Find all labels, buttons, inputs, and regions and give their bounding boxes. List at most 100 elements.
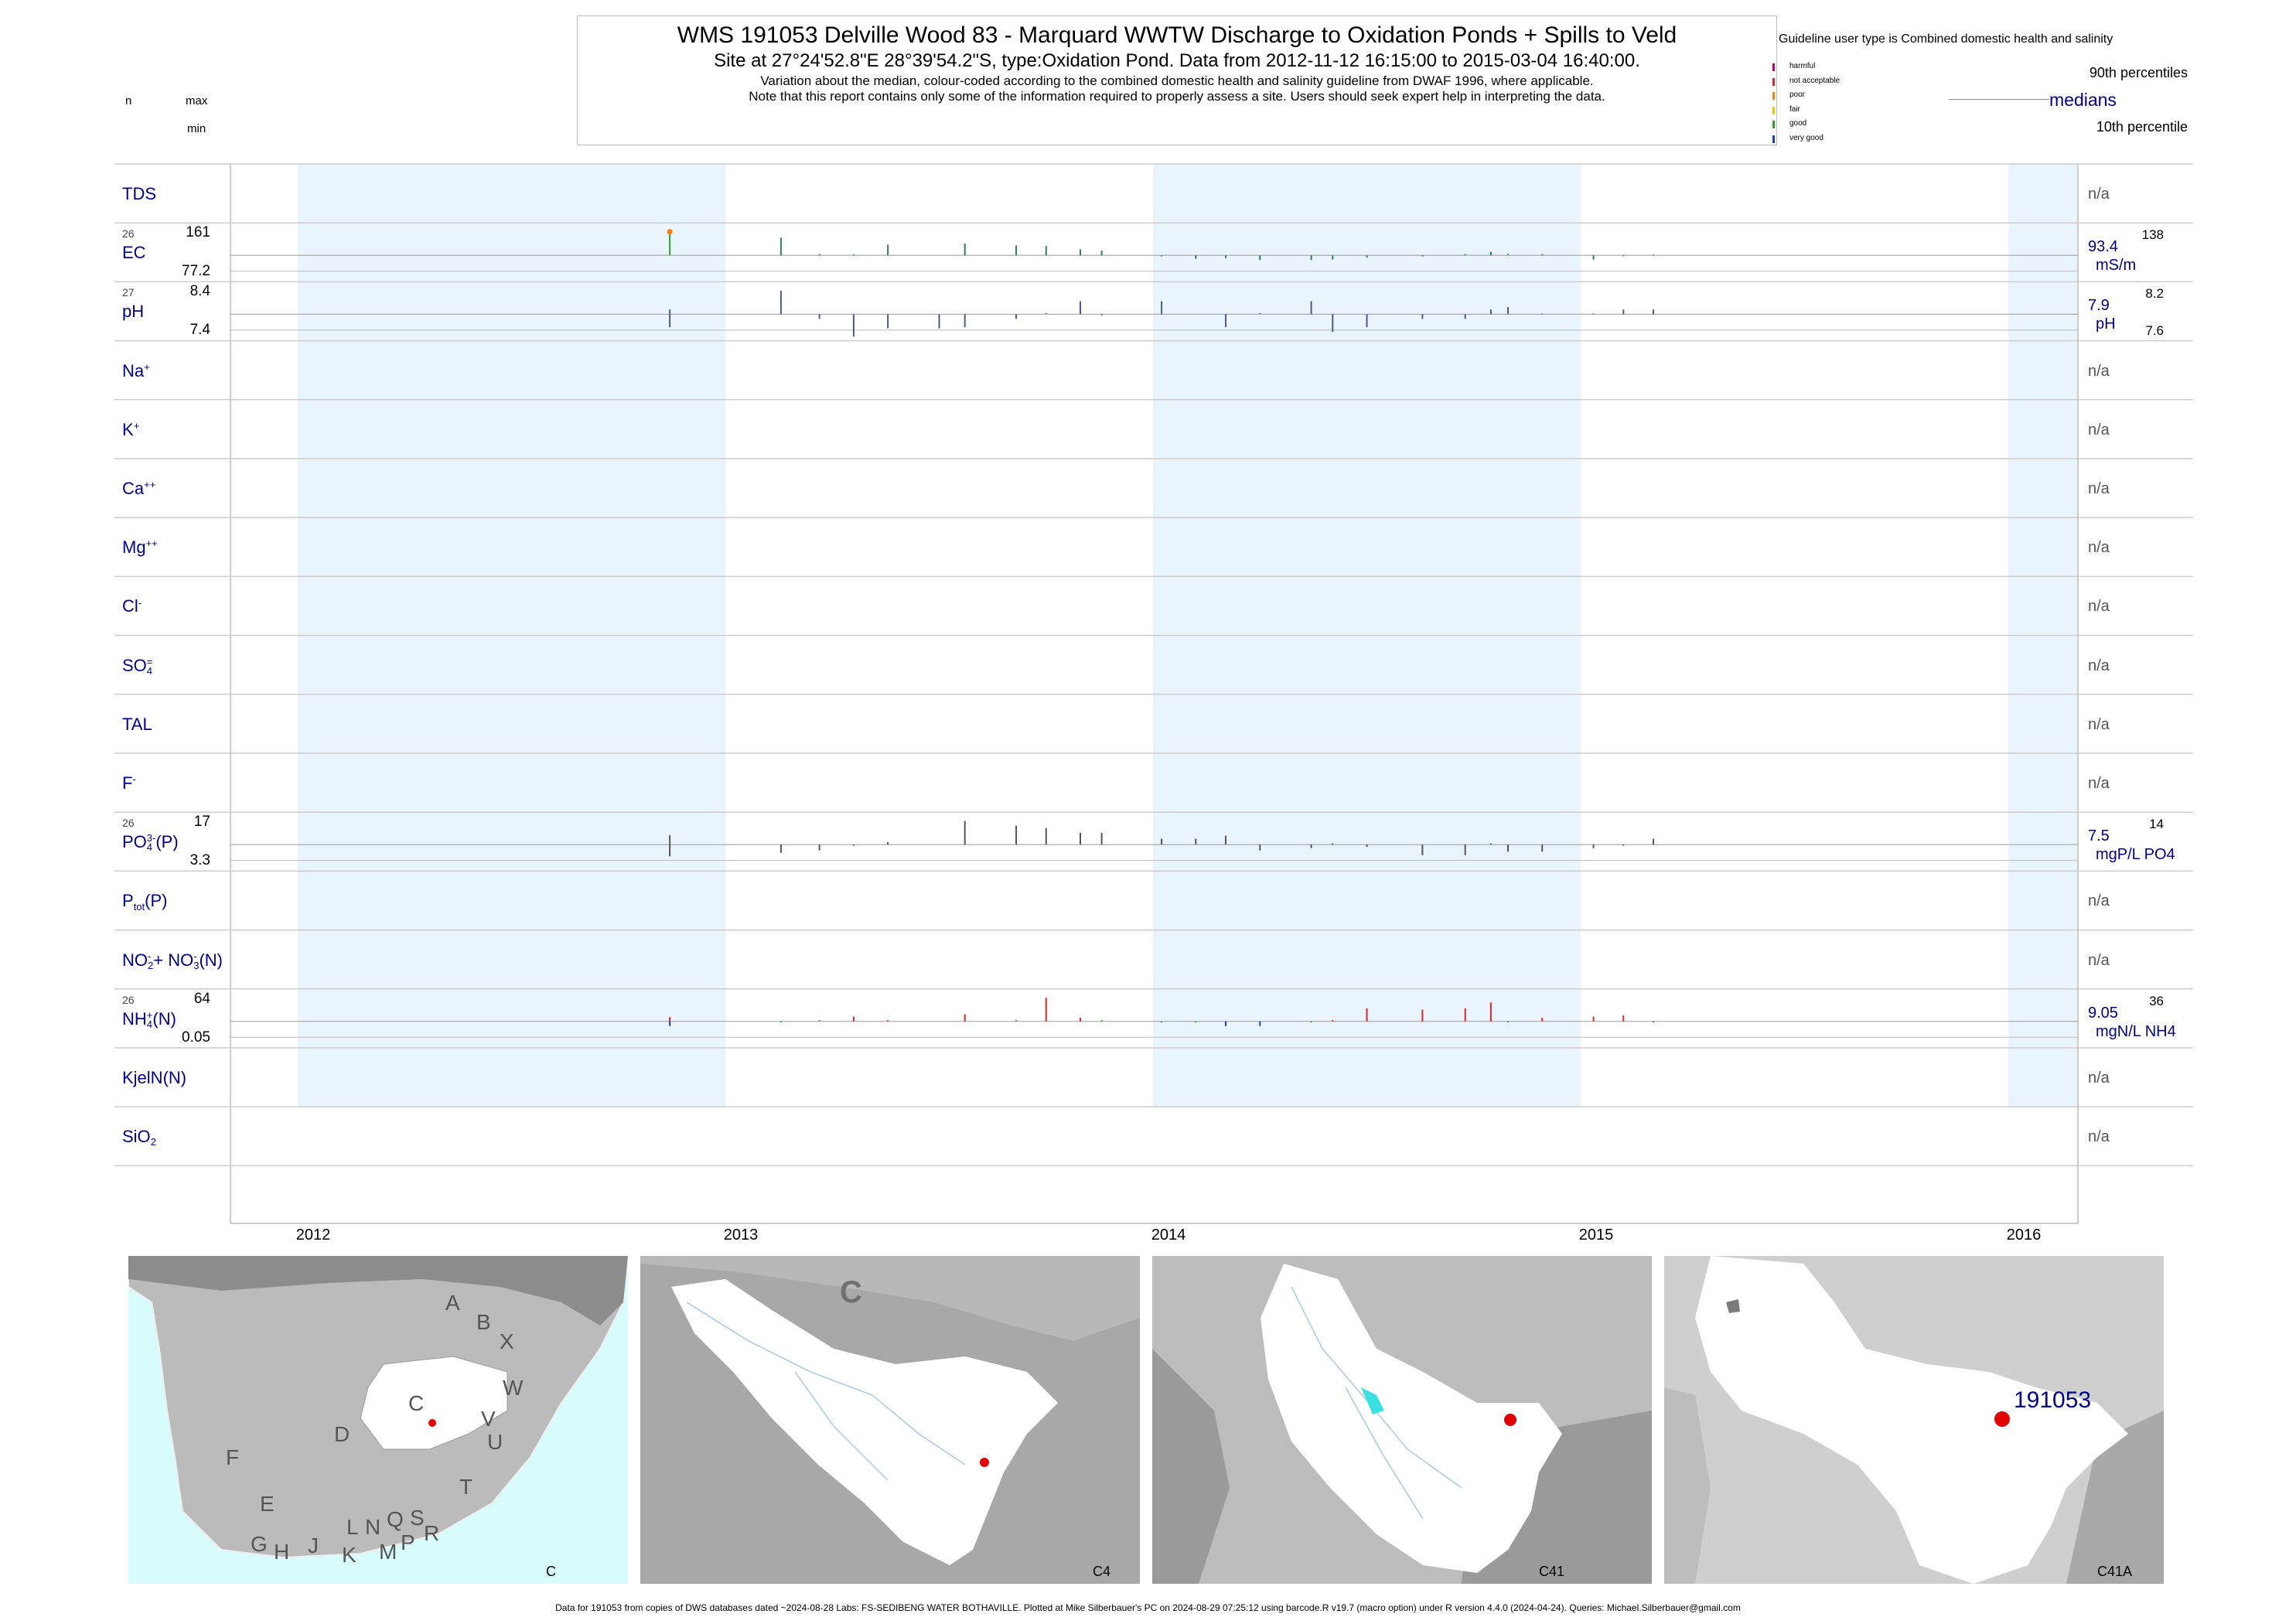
map-c4: C C4 — [640, 1256, 1140, 1584]
map-c41a-corner-label: C41A — [2097, 1564, 2132, 1579]
legend-label-0: harmful — [1789, 62, 1816, 70]
n-count-ec: 26 — [122, 227, 135, 241]
row-label-cl: Cl - — [122, 596, 142, 616]
map-c-region-label-T: T — [459, 1475, 473, 1499]
max-po4: 17 — [193, 814, 210, 831]
map-c-region-label-G: G — [251, 1532, 268, 1556]
max-ec: 161 — [186, 224, 210, 241]
legend-swatch-0 — [1772, 63, 1775, 71]
legend-label-2: poor — [1789, 90, 1806, 99]
x-tick-label-2015: 2015 — [1579, 1227, 1614, 1244]
legend-swatch-1 — [1772, 77, 1775, 86]
legend-label-3: fair — [1789, 104, 1800, 114]
p90-ph: 8.2 — [2145, 286, 2164, 302]
map-c41a-site-dot — [1994, 1411, 2010, 1427]
map-c-region-label-W: W — [503, 1376, 524, 1400]
na-tds: n/a — [2088, 186, 2110, 203]
max-nh4: 64 — [193, 990, 210, 1007]
row-label-na: Na + — [122, 360, 150, 380]
map-c-region-label-K: K — [342, 1543, 357, 1567]
chart-title: WMS 191053 Delville Wood 83 - Marquard W… — [677, 22, 1677, 48]
map-c-region-label-L: L — [346, 1515, 359, 1539]
map-c4-region — [640, 1256, 1140, 1341]
map-c-region-label-N: N — [365, 1515, 380, 1539]
map-c-site-dot — [428, 1419, 436, 1427]
na-tal: n/a — [2088, 715, 2110, 733]
map-c41-corner-label: C41 — [1539, 1564, 1564, 1579]
map-c41a-west — [1664, 1387, 1711, 1584]
min-ph: 7.4 — [189, 322, 210, 339]
row-label-ec: EC — [122, 243, 146, 263]
p10-ph: 7.6 — [2145, 323, 2164, 339]
map-c41a-catchment — [1695, 1256, 2128, 1584]
min-po4: 3.3 — [189, 852, 210, 869]
map-c41a-east — [2066, 1411, 2164, 1584]
map-c-region-label-X: X — [500, 1329, 514, 1353]
chart-subtitle: Site at 27°24'52.8"E 28°39'54.2"S, type:… — [714, 50, 1640, 71]
p90-label: 90th percentiles — [2089, 65, 2188, 80]
row-label-ptot: P tot (P) — [122, 891, 168, 913]
row-label-so4: SO = 4 — [122, 655, 153, 677]
chart-note-1: Variation about the median, colour-coded… — [760, 73, 1594, 88]
map-c-region-label-Q: Q — [387, 1507, 404, 1531]
legend-label-1: not acceptable — [1789, 76, 1841, 85]
map-c-region-label-D: D — [334, 1422, 350, 1446]
map-c-region-label-E: E — [260, 1492, 275, 1516]
median-ph: 7.9 — [2088, 297, 2110, 315]
map-c4-site-dot — [980, 1458, 989, 1467]
map-c4-corner-label: C4 — [1093, 1564, 1110, 1579]
row-label-po4: PO 3- 4 (P) — [122, 832, 179, 854]
row-label-sio2: SiO 2 — [122, 1127, 156, 1148]
legend-label-5: very good — [1789, 133, 1823, 142]
na-f: n/a — [2088, 775, 2110, 792]
title-box: WMS 191053 Delville Wood 83 - Marquard W… — [577, 15, 1777, 145]
row-label-tds: TDS — [122, 184, 156, 203]
min-nh4: 0.05 — [182, 1029, 210, 1046]
map-c41-dam — [1361, 1387, 1384, 1414]
median-nh4: 9.05 — [2088, 1004, 2118, 1022]
unit-po4: mgP/L PO4 — [2096, 846, 2175, 864]
medians-label: medians — [2049, 90, 2117, 110]
legend-swatch-2 — [1772, 92, 1775, 100]
x-tick-label-2014: 2014 — [1151, 1227, 1186, 1244]
n-count-nh4: 26 — [122, 993, 135, 1006]
p90-po4: 14 — [2149, 817, 2164, 832]
map-c-region-label-S: S — [410, 1506, 425, 1530]
row-label-kjeln: KjelN(N) — [122, 1068, 187, 1087]
map-c-corner-label: C — [546, 1564, 556, 1579]
na-nox: n/a — [2088, 951, 2110, 969]
row-label-nox: NO -2 + NO -3 (N) — [122, 950, 223, 971]
header-n: n — [125, 94, 132, 107]
map-c4-region-label: C — [840, 1275, 862, 1309]
map-c-region-c — [360, 1356, 508, 1450]
map-c41a-town — [1726, 1299, 1740, 1313]
row-label-nh4: NH +4 (N) — [122, 1008, 176, 1030]
legend-label-4: good — [1789, 119, 1807, 128]
map-c-region-label-M: M — [379, 1540, 397, 1564]
x-tick-label-2013: 2013 — [724, 1227, 759, 1244]
map-c-region-label-F: F — [226, 1445, 239, 1469]
legend-swatch-4 — [1772, 121, 1775, 128]
map-c-region-label-U: U — [487, 1430, 503, 1454]
header-min: min — [187, 122, 206, 135]
unit-ec: mS/m — [2096, 257, 2137, 275]
map-c: ABX C WVU D T FE L N Q SR G H J K M P C — [128, 1256, 628, 1584]
n-count-po4: 26 — [122, 817, 135, 830]
map-c-region-label-H: H — [274, 1540, 289, 1564]
na-kjeln: n/a — [2088, 1070, 2110, 1087]
p90-ec: 138 — [2141, 227, 2164, 243]
na-ptot: n/a — [2088, 892, 2110, 910]
row-label-ca: Ca ++ — [122, 479, 156, 498]
legend-swatch-3 — [1772, 106, 1775, 114]
n-count-ph: 27 — [122, 286, 135, 299]
map-c41a-site-label: 191053 — [2014, 1387, 2091, 1413]
map-c-region-label-V: V — [481, 1407, 496, 1431]
median-ec: 93.4 — [2088, 238, 2118, 256]
na-ca: n/a — [2088, 480, 2110, 497]
map-c41-west — [1152, 1349, 1230, 1584]
max-ph: 8.4 — [189, 283, 210, 300]
row-label-mg: Mg ++ — [122, 537, 158, 558]
map-c41-catchment — [1261, 1264, 1562, 1573]
x-tick-label-2012: 2012 — [296, 1227, 331, 1244]
map-c-region-label-B: B — [476, 1310, 491, 1334]
